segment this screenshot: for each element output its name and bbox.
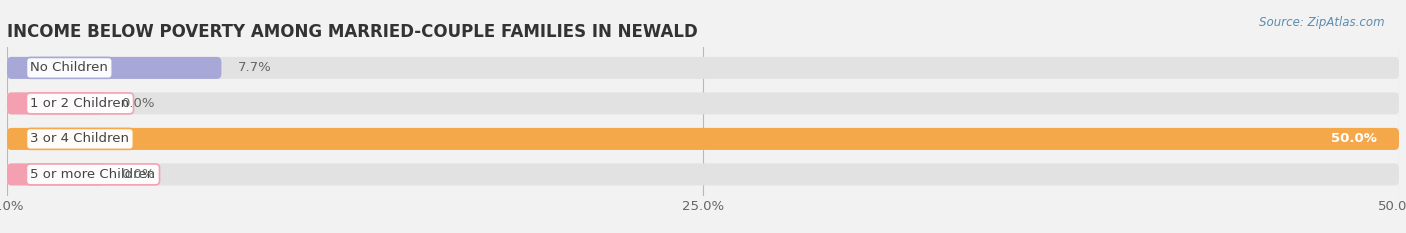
FancyBboxPatch shape (7, 93, 1399, 114)
FancyBboxPatch shape (7, 57, 1399, 79)
FancyBboxPatch shape (7, 163, 104, 185)
FancyBboxPatch shape (7, 163, 1399, 185)
Text: 0.0%: 0.0% (121, 97, 155, 110)
Text: 50.0%: 50.0% (1331, 132, 1376, 145)
FancyBboxPatch shape (7, 128, 1399, 150)
Text: 1 or 2 Children: 1 or 2 Children (31, 97, 129, 110)
Text: INCOME BELOW POVERTY AMONG MARRIED-COUPLE FAMILIES IN NEWALD: INCOME BELOW POVERTY AMONG MARRIED-COUPL… (7, 23, 697, 41)
FancyBboxPatch shape (7, 93, 104, 114)
FancyBboxPatch shape (7, 57, 221, 79)
Text: No Children: No Children (31, 62, 108, 74)
Text: 5 or more Children: 5 or more Children (31, 168, 156, 181)
FancyBboxPatch shape (7, 128, 1399, 150)
Text: 3 or 4 Children: 3 or 4 Children (31, 132, 129, 145)
Text: Source: ZipAtlas.com: Source: ZipAtlas.com (1260, 16, 1385, 29)
Text: 7.7%: 7.7% (238, 62, 271, 74)
Text: 0.0%: 0.0% (121, 168, 155, 181)
